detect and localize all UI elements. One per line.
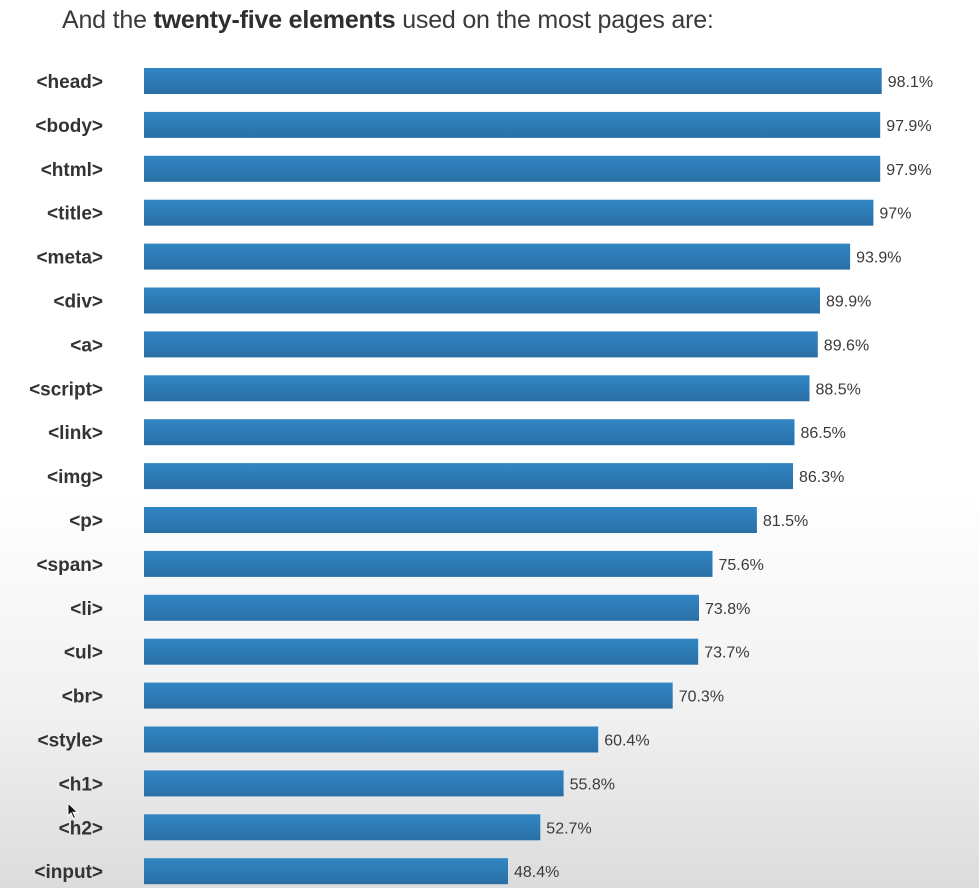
value-label: 81.5% [763,513,808,530]
heading-suffix: used on the most pages are: [395,6,714,34]
value-label: 89.9% [826,294,871,311]
value-label: 52.7% [546,820,591,837]
chart-heading: And the twenty-five elements used on the… [62,6,714,35]
bar-body [144,111,881,138]
value-label: 55.8% [570,776,615,793]
category-label: <style> [38,731,104,752]
heading-emphasis: twenty-five elements [153,6,396,34]
value-label: 48.4% [514,864,559,881]
category-label: <li> [70,599,103,620]
value-label: 73.7% [704,645,749,662]
bar-h1 [144,770,564,797]
value-label: 60.4% [604,733,649,750]
category-label: <br> [62,687,103,708]
bar-input [144,858,508,885]
value-label: 73.8% [705,601,750,618]
category-label: <span> [36,555,103,576]
value-label: 93.9% [856,250,901,267]
value-label: 88.5% [816,381,861,398]
value-labels: 98.1% 97.9% 97.9% 97% 93.9% 89.9% 89.6% 88.5% 86… [514,74,933,881]
value-label: 70.3% [679,689,724,706]
bar-title [144,199,874,226]
category-label: <html> [41,160,103,181]
category-label: <p> [69,511,103,532]
category-label: <h2> [59,818,103,839]
value-label: 89.6% [824,337,869,354]
bar-h2 [144,814,541,841]
bar-img [144,463,793,490]
bar-style [144,726,599,753]
value-label: 75.6% [719,557,764,574]
bar-li [144,594,699,621]
bar-link [144,419,795,446]
bar-a [144,331,818,358]
category-label: <h1> [59,774,103,795]
bars-group [144,68,882,885]
value-label: 97% [879,206,911,223]
category-label: <div> [53,292,103,313]
bar-meta [144,243,851,270]
value-label: 97.9% [886,118,931,135]
value-label: 86.5% [801,425,846,442]
category-label: <body> [35,116,103,137]
bar-script [144,375,810,402]
bar-div [144,287,820,314]
value-label: 86.3% [799,469,844,486]
bar-span [144,550,713,577]
bar-br [144,682,673,709]
category-label: <head> [36,72,103,93]
category-label: <title> [47,204,103,225]
category-label: <input> [34,862,103,883]
category-label: <ul> [64,643,103,664]
category-label: <img> [47,467,103,488]
category-labels: <head> <body> <html> <title> <meta> <div> <a> <… [29,72,103,883]
bar-html [144,155,881,182]
heading-prefix: And the [62,6,154,34]
category-label: <meta> [36,248,103,269]
category-label: <a> [70,335,103,356]
mouse-cursor-icon [67,802,79,820]
bar-head [144,68,882,94]
bar-p [144,507,757,533]
value-label: 97.9% [886,162,931,179]
category-label: <link> [48,423,103,444]
value-label: 98.1% [888,74,933,91]
category-label: <script> [29,379,103,400]
bar-ul [144,638,699,665]
